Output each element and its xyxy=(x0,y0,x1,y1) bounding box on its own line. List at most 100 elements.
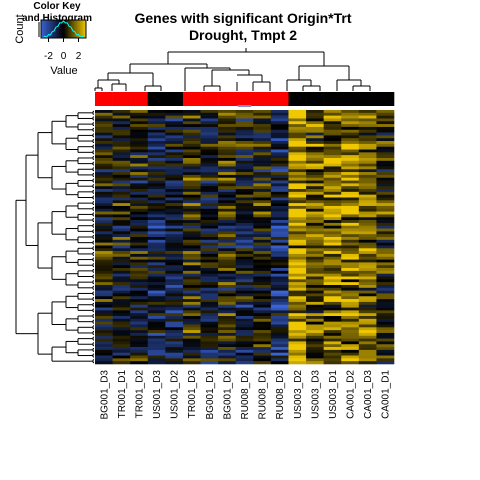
heatmap-cell xyxy=(341,259,360,263)
heatmap-cell xyxy=(253,126,272,131)
heatmap-cell xyxy=(270,296,289,300)
heatmap-cell xyxy=(165,332,184,337)
heatmap-cell xyxy=(288,251,307,255)
heatmap-cell xyxy=(235,138,254,142)
heatmap-cell xyxy=(235,225,254,229)
heatmap-cell xyxy=(130,299,149,303)
heatmap-cell xyxy=(95,234,113,238)
heatmap-cell xyxy=(341,166,360,170)
heatmap-cell xyxy=(306,327,324,331)
heatmap-cell xyxy=(200,361,219,365)
heatmap-cell xyxy=(323,205,342,210)
heatmap-cell xyxy=(130,332,149,337)
heatmap-cell xyxy=(341,163,360,167)
heatmap-cell xyxy=(235,304,254,308)
heatmap-cell xyxy=(182,301,201,306)
heatmap-cell xyxy=(358,310,377,314)
heatmap-cell xyxy=(288,352,307,356)
heatmap-cell xyxy=(182,126,201,131)
heatmap-cell xyxy=(165,253,184,258)
heatmap-cell xyxy=(182,282,201,286)
heatmap-cell xyxy=(165,352,184,356)
heatmap-cell xyxy=(270,110,289,114)
heatmap-cell xyxy=(218,245,237,249)
heatmap-cell xyxy=(323,344,342,348)
heatmap-cell xyxy=(200,118,219,122)
group-bar-cell xyxy=(112,92,131,106)
heatmap-cell xyxy=(358,237,377,241)
heatmap-cell xyxy=(341,203,360,207)
heatmap-cell xyxy=(218,231,237,235)
heatmap-cell xyxy=(112,118,131,122)
heatmap-cell xyxy=(288,163,307,167)
heatmap-cell xyxy=(253,358,272,362)
heatmap-cell xyxy=(341,146,360,150)
heatmap-cell xyxy=(130,132,149,136)
heatmap-cell xyxy=(165,290,184,294)
heatmap-cell xyxy=(376,194,395,198)
heatmap-cell xyxy=(218,149,237,153)
heatmap-cell xyxy=(165,110,184,114)
heatmap-cell xyxy=(200,279,219,283)
column-label: US003_D3 xyxy=(310,370,321,419)
heatmap-cell xyxy=(200,352,219,356)
heatmap-cell xyxy=(130,361,149,365)
heatmap-cell xyxy=(376,231,395,235)
heatmap-cell xyxy=(253,338,272,342)
column-label: TR001_D1 xyxy=(117,370,128,419)
heatmap-cell xyxy=(306,270,324,274)
heatmap-cell xyxy=(270,299,289,303)
heatmap-cell xyxy=(95,189,113,193)
heatmap-cell xyxy=(130,143,149,147)
heatmap-cell xyxy=(341,349,360,354)
heatmap-cell xyxy=(235,358,254,362)
heatmap-cell xyxy=(323,256,342,260)
heatmap-cell xyxy=(253,242,272,246)
heatmap-cell xyxy=(376,259,395,263)
heatmap-cell xyxy=(358,169,377,173)
heatmap-cell xyxy=(358,324,377,328)
heatmap-cell xyxy=(376,307,395,311)
heatmap-cell xyxy=(253,138,272,142)
heatmap-cell xyxy=(182,273,201,277)
heatmap-cell xyxy=(112,335,131,339)
heatmap-cell xyxy=(147,220,166,224)
heatmap-cell xyxy=(112,155,131,159)
heatmap-cell xyxy=(306,282,324,286)
heatmap-cell xyxy=(358,129,377,133)
heatmap-cell xyxy=(288,341,307,345)
heatmap-cell xyxy=(95,200,113,204)
heatmap-cell xyxy=(323,287,342,291)
heatmap-cell xyxy=(95,259,113,263)
heatmap-cell xyxy=(358,126,377,131)
heatmap-cell xyxy=(288,262,307,266)
heatmap-cell xyxy=(218,296,237,300)
heatmap-cell xyxy=(218,163,237,167)
heatmap-cell xyxy=(200,200,219,204)
heatmap-cell xyxy=(147,270,166,274)
heatmap-cell xyxy=(341,172,360,176)
heatmap-cell xyxy=(306,293,324,297)
heatmap-cell xyxy=(182,160,201,164)
heatmap-cell xyxy=(182,194,201,198)
heatmap-cell xyxy=(165,132,184,136)
heatmap-cell xyxy=(235,228,254,232)
heatmap-cell xyxy=(147,352,166,356)
heatmap-cell xyxy=(182,191,201,195)
heatmap-cell xyxy=(182,200,201,204)
heatmap-cell xyxy=(306,132,324,136)
heatmap-cell xyxy=(253,214,272,218)
heatmap-cell xyxy=(200,163,219,167)
heatmap-cell xyxy=(95,307,113,311)
heatmap-cell xyxy=(112,299,131,303)
heatmap-cell xyxy=(306,341,324,345)
heatmap-cell xyxy=(253,180,272,184)
heatmap-cell xyxy=(112,141,131,145)
heatmap-cell xyxy=(95,347,113,351)
heatmap-cell xyxy=(165,313,184,317)
heatmap-cell xyxy=(270,313,289,317)
heatmap-cell xyxy=(182,163,201,167)
heatmap-cell xyxy=(306,203,324,207)
heatmap-cell xyxy=(270,270,289,274)
heatmap-cell xyxy=(341,268,360,272)
